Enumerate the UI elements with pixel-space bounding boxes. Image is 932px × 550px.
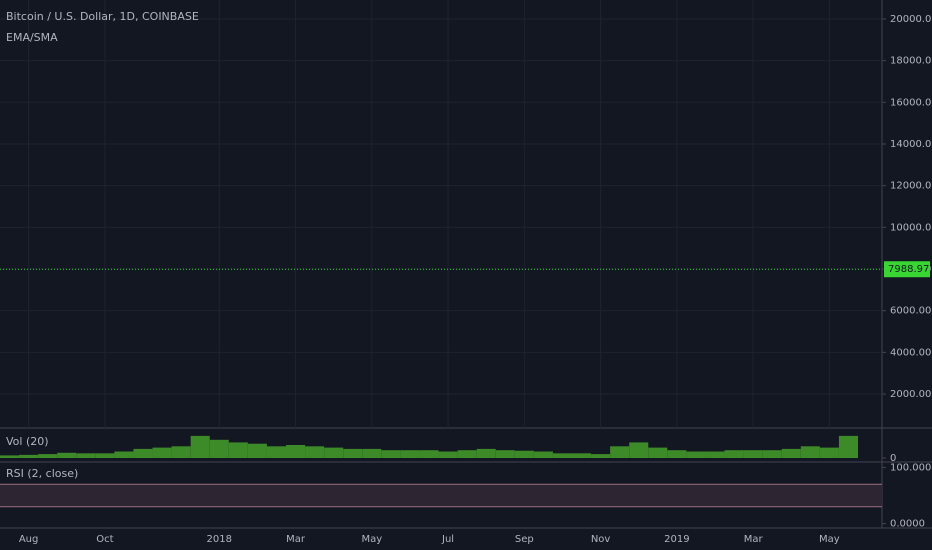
x-tick-label: Oct: [96, 534, 113, 545]
y-tick-label: 18000.00: [890, 56, 932, 67]
volume-bar: [686, 451, 706, 458]
volume-bar: [552, 453, 572, 458]
x-tick-label: Jul: [441, 534, 454, 545]
x-tick-label: May: [819, 534, 840, 545]
y-tick-label: 16000.00: [890, 97, 932, 108]
volume-title: Vol (20): [6, 435, 49, 448]
volume-bar: [324, 447, 344, 458]
volume-bar: [495, 450, 515, 458]
volume-bar: [457, 450, 477, 458]
y-tick-label: 12000.00: [890, 181, 932, 192]
volume-bar: [533, 451, 553, 458]
volume-bar: [819, 447, 839, 458]
volume-bar: [629, 442, 649, 458]
x-tick-label: May: [361, 534, 382, 545]
volume-bar: [362, 448, 382, 458]
y-tick-label: 0: [890, 453, 896, 464]
volume-bar: [76, 453, 96, 458]
volume-bar: [209, 439, 229, 458]
volume-bar: [95, 453, 115, 458]
volume-bar: [514, 450, 534, 458]
volume-bar: [838, 435, 858, 458]
volume-bar: [400, 450, 420, 458]
x-tick-label: 2019: [664, 534, 689, 545]
volume-bar: [724, 450, 744, 458]
volume-bar: [743, 450, 763, 458]
volume-bar: [343, 448, 363, 458]
rsi-title: RSI (2, close): [6, 467, 78, 480]
rsi-band: [0, 484, 882, 507]
y-tick-label: 0.0000: [890, 519, 925, 530]
volume-bar: [171, 446, 191, 458]
volume-bar: [572, 453, 592, 458]
volume-bar: [266, 446, 286, 458]
y-tick-label: 6000.00: [890, 306, 931, 317]
volume-bar: [228, 442, 248, 458]
y-tick-label: 4000.00: [890, 347, 931, 358]
volume-bar: [286, 445, 306, 458]
volume-bar: [190, 435, 210, 458]
volume-bar: [705, 451, 725, 458]
x-tick-label: Aug: [19, 534, 39, 545]
indicator-label: EMA/SMA: [6, 31, 58, 44]
x-tick-label: Sep: [515, 534, 534, 545]
volume-bar: [0, 455, 20, 458]
y-tick-label: 100.0000: [890, 462, 932, 473]
x-tick-label: Mar: [286, 534, 306, 545]
volume-bar: [591, 454, 611, 458]
volume-bar: [381, 450, 401, 458]
volume-bar: [57, 452, 77, 458]
volume-bar: [114, 451, 134, 458]
volume-bar: [610, 446, 630, 458]
volume-bar: [762, 450, 782, 458]
y-tick-label: 20000.00: [890, 14, 932, 25]
y-tick-label: 10000.00: [890, 222, 932, 233]
volume-bar: [38, 454, 58, 458]
volume-bar: [419, 450, 439, 458]
volume-bar: [476, 448, 496, 458]
volume-bar: [667, 450, 687, 458]
volume-bar: [800, 446, 820, 458]
volume-bar: [648, 447, 668, 458]
volume-bar: [438, 451, 458, 458]
last-price-box: [884, 261, 930, 278]
x-tick-label: 2018: [207, 534, 232, 545]
x-tick-label: Mar: [744, 534, 764, 545]
chart-title: Bitcoin / U.S. Dollar, 1D, COINBASE: [6, 10, 199, 23]
volume-bar: [781, 448, 801, 458]
volume-bar: [133, 448, 153, 458]
volume-bar: [19, 454, 39, 458]
volume-bar: [152, 447, 172, 458]
x-tick-label: Nov: [591, 534, 611, 545]
y-tick-label: 2000.00: [890, 389, 931, 400]
volume-bar: [247, 443, 267, 458]
y-tick-label: 14000.00: [890, 139, 932, 150]
volume-bar: [305, 446, 325, 458]
last-price-label: 7988.97: [888, 264, 929, 275]
